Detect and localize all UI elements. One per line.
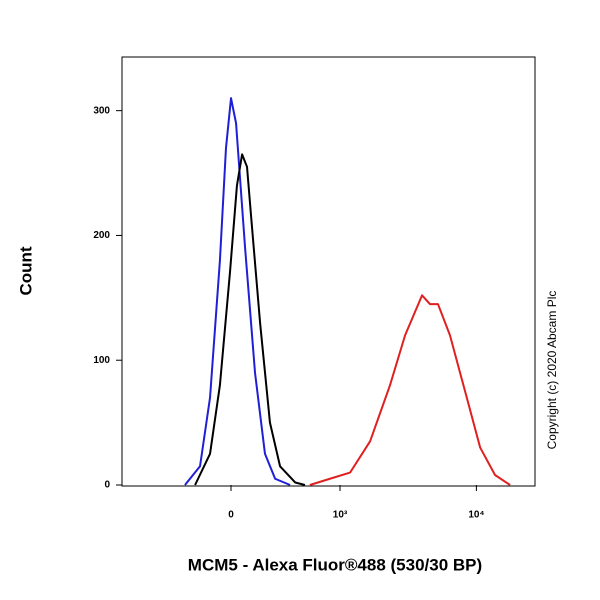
y-axis-label: Count: [16, 246, 35, 295]
x-tick-label: 0: [228, 510, 234, 521]
y-tick-label: 0: [104, 480, 110, 491]
y-tick-label: 300: [93, 105, 110, 116]
x-axis-label: MCM5 - Alexa Fluor®488 (530/30 BP): [188, 555, 482, 574]
plot-frame: [121, 56, 536, 487]
y-tick-label: 200: [93, 230, 110, 241]
x-tick-label: 10⁴: [468, 510, 484, 521]
copyright: Copyright (c) 2020 Abcam Plc: [545, 291, 559, 450]
histogram-line: [184, 97, 291, 486]
histogram-line: [194, 153, 306, 486]
x-tick-label: 10³: [333, 510, 348, 521]
histogram-line: [309, 294, 511, 486]
y-tick-label: 100: [93, 355, 110, 366]
